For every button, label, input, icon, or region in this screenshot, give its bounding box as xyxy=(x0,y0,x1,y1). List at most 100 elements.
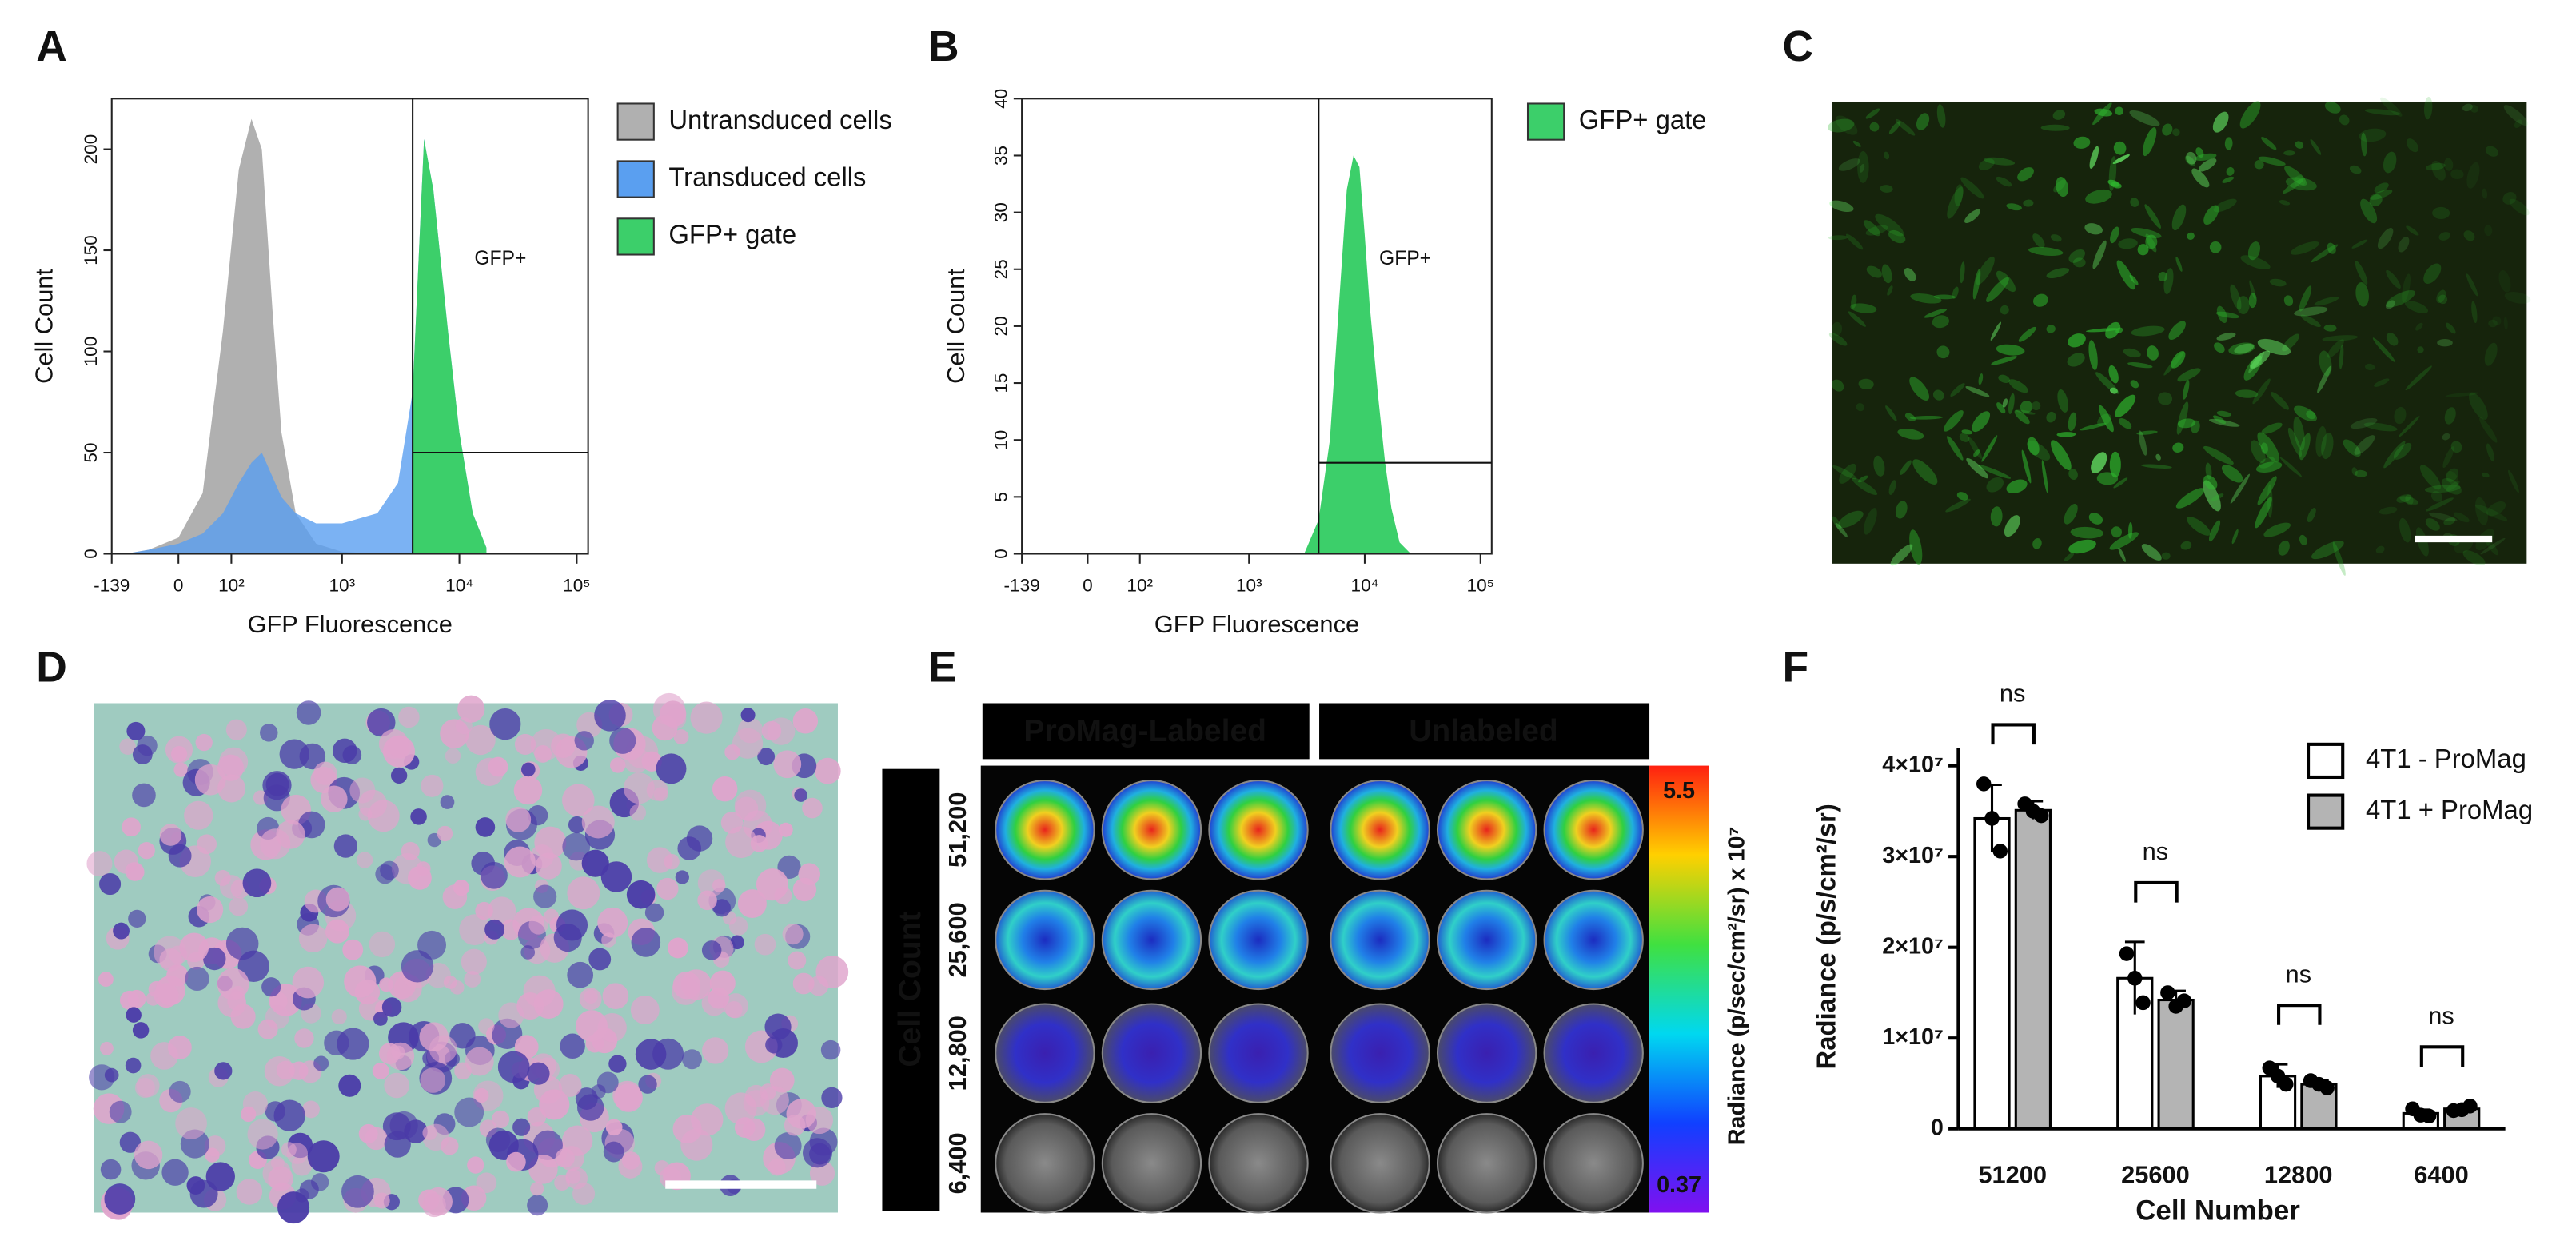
cell xyxy=(1909,377,1930,401)
x-tick-label: 6400 xyxy=(2414,1160,2469,1188)
x-tick-label: -139 xyxy=(94,576,130,596)
cell xyxy=(1896,118,1916,136)
cell xyxy=(420,1067,446,1093)
cell xyxy=(2363,422,2398,432)
cell xyxy=(2040,124,2070,131)
cell xyxy=(558,1074,582,1097)
y-axis-label: Cell Count xyxy=(30,269,58,384)
cell xyxy=(2462,103,2473,112)
cell xyxy=(2364,109,2401,116)
cell xyxy=(2257,476,2277,505)
cell xyxy=(2172,128,2180,137)
cell xyxy=(410,808,427,825)
cell xyxy=(1947,436,1964,461)
cell xyxy=(2450,441,2462,453)
cell xyxy=(701,1037,729,1064)
cell xyxy=(2462,550,2486,566)
cell xyxy=(440,795,455,809)
cell xyxy=(2470,104,2478,113)
significance-bracket xyxy=(1991,723,2036,745)
cell xyxy=(533,884,557,908)
cell xyxy=(2314,297,2339,306)
cell xyxy=(1986,477,2004,493)
y-tick-label: 0 xyxy=(1931,1115,1944,1140)
cell xyxy=(2479,417,2498,443)
cell xyxy=(1863,220,1880,237)
cell xyxy=(2287,427,2303,457)
y-tick-label: 20 xyxy=(991,316,1011,336)
cell xyxy=(2332,541,2346,576)
cell xyxy=(169,1080,191,1103)
cell xyxy=(562,832,591,861)
cell xyxy=(132,783,156,808)
cell xyxy=(1990,321,2001,341)
cell xyxy=(2211,493,2224,501)
cell xyxy=(2144,204,2161,229)
cell xyxy=(2158,392,2173,405)
cell xyxy=(2471,301,2478,324)
cell xyxy=(2186,151,2197,165)
cell xyxy=(1952,286,1959,299)
cell xyxy=(429,1035,457,1063)
well xyxy=(1101,889,1202,991)
cell xyxy=(2057,389,2068,413)
cell xyxy=(437,825,453,842)
x-axis-label: GFP Fluorescence xyxy=(248,610,453,638)
cell xyxy=(2028,246,2064,256)
cell xyxy=(384,1072,409,1099)
cell xyxy=(2355,261,2368,285)
cell xyxy=(2380,97,2403,117)
cell xyxy=(2111,526,2122,538)
well xyxy=(1543,780,1644,880)
x-tick-label: 10² xyxy=(1127,576,1153,596)
cell xyxy=(2094,108,2113,117)
well xyxy=(1543,1113,1644,1214)
well xyxy=(995,889,1095,991)
cell xyxy=(2118,418,2132,429)
cell xyxy=(2294,405,2317,422)
well xyxy=(1208,1113,1309,1214)
cell xyxy=(173,762,189,777)
legend-label: Transduced cells xyxy=(668,162,866,192)
cell xyxy=(2138,430,2147,456)
cell xyxy=(2261,137,2277,150)
cell xyxy=(2215,311,2239,319)
cell xyxy=(297,811,325,839)
panel-label: B xyxy=(928,23,959,70)
cell xyxy=(407,865,432,890)
cell xyxy=(2085,189,2112,204)
cell xyxy=(2006,203,2022,211)
cell xyxy=(2355,469,2367,477)
bar xyxy=(1973,816,2011,1131)
x-tick-label: 10⁴ xyxy=(1351,576,1379,596)
cell xyxy=(2163,268,2174,295)
y-tick-label: 0 xyxy=(81,549,101,559)
cell xyxy=(424,1187,453,1216)
cell xyxy=(2426,162,2446,171)
cell xyxy=(1828,235,1848,241)
cell xyxy=(2092,240,2107,269)
cell xyxy=(2446,481,2460,492)
cell xyxy=(168,844,192,868)
cell xyxy=(2209,418,2240,427)
cell xyxy=(277,1191,310,1224)
cell xyxy=(2141,464,2172,469)
cell xyxy=(1888,480,1896,495)
cell xyxy=(2131,325,2165,337)
cell xyxy=(2442,446,2454,469)
cell xyxy=(2445,392,2479,397)
cell xyxy=(588,948,612,971)
plot-frame xyxy=(110,98,589,555)
cell xyxy=(1932,389,1944,401)
cell xyxy=(792,972,815,995)
cell xyxy=(626,880,656,909)
data-point xyxy=(2421,1108,2437,1124)
cell xyxy=(331,1008,347,1025)
cell xyxy=(2386,269,2401,289)
cell xyxy=(2230,284,2242,310)
cell xyxy=(422,1125,437,1140)
cell xyxy=(1845,233,1864,250)
cell xyxy=(1865,225,1888,236)
cell xyxy=(379,728,409,759)
cell xyxy=(2446,470,2459,486)
